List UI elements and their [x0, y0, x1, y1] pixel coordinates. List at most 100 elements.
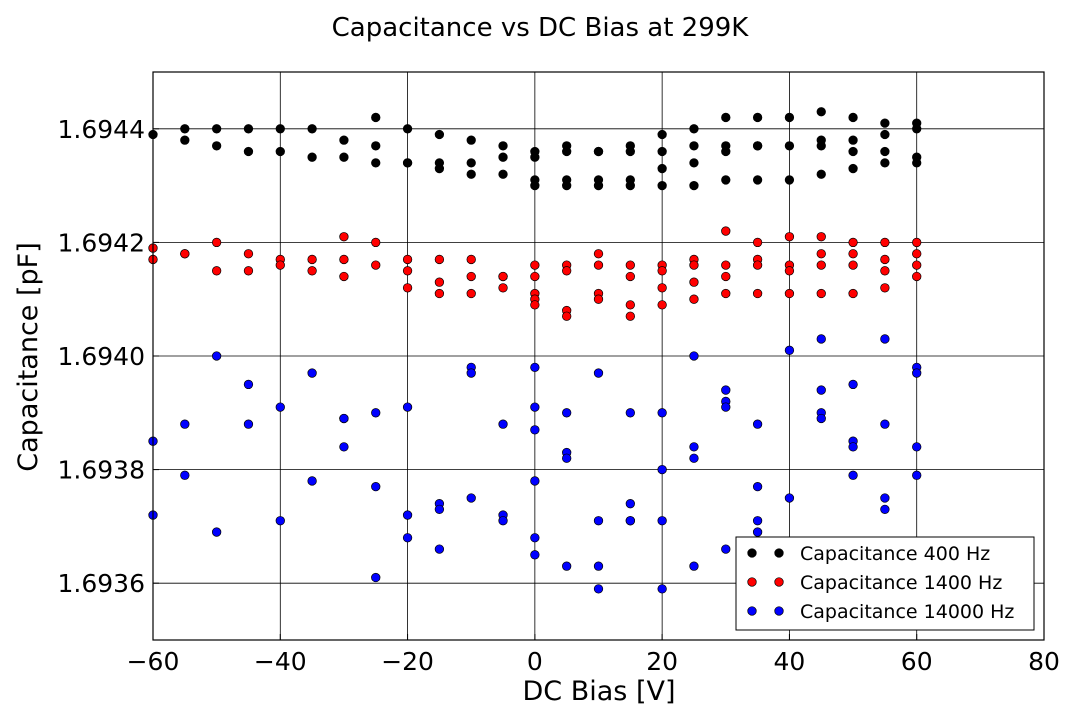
data-point [657, 464, 667, 475]
data-point [275, 260, 285, 270]
data-point [371, 408, 381, 418]
data-point [211, 527, 222, 537]
data-point [530, 402, 540, 412]
data-point [784, 493, 795, 503]
y-tick-label: 1.6940 [58, 342, 145, 371]
x-tick-label: 80 [1028, 647, 1060, 676]
data-point [657, 408, 667, 418]
data-point [275, 146, 285, 157]
data-point [848, 135, 858, 145]
data-point [211, 237, 222, 248]
data-point [625, 311, 635, 321]
data-point [912, 249, 922, 259]
data-point [880, 129, 890, 140]
data-point [880, 493, 890, 503]
data-point [721, 226, 731, 236]
data-point [371, 112, 381, 123]
data-point [180, 124, 190, 134]
legend-marker [747, 606, 757, 616]
data-point [275, 516, 285, 526]
data-point [530, 425, 540, 435]
data-point [816, 288, 826, 299]
data-point [848, 470, 858, 480]
data-point [912, 368, 922, 378]
data-point [689, 277, 699, 287]
data-point [657, 146, 667, 157]
data-point [880, 266, 890, 276]
data-point [912, 442, 922, 452]
legend-marker [774, 606, 784, 616]
data-point [912, 260, 922, 270]
data-point [562, 180, 572, 191]
data-point [530, 300, 540, 310]
data-point [721, 175, 731, 185]
data-point [180, 135, 190, 145]
data-point [752, 516, 763, 526]
data-point [657, 163, 667, 174]
data-point [752, 481, 763, 492]
data-point [402, 254, 413, 265]
y-tick-label: 1.6938 [58, 456, 145, 485]
data-point [721, 271, 731, 282]
data-point [402, 158, 413, 168]
data-point [880, 254, 890, 265]
legend-marker [774, 577, 784, 587]
data-point [593, 516, 604, 526]
x-axis-title: DC Bias [V] [523, 676, 676, 707]
data-point [752, 141, 763, 151]
data-point [339, 413, 349, 424]
data-point [307, 124, 317, 134]
data-point [593, 294, 604, 304]
data-point [880, 146, 890, 157]
data-point [434, 129, 445, 140]
data-point [689, 180, 699, 191]
data-point [625, 146, 635, 157]
data-point [880, 283, 890, 293]
data-point [243, 266, 254, 276]
data-point [243, 249, 254, 259]
data-point [880, 504, 890, 515]
data-point [434, 288, 445, 299]
data-point [912, 124, 922, 134]
data-point [211, 351, 222, 361]
data-point [562, 408, 572, 418]
data-point [721, 146, 731, 157]
data-point [180, 470, 190, 480]
data-point [912, 470, 922, 480]
data-point [912, 237, 922, 248]
data-point [816, 169, 826, 179]
data-point [275, 124, 285, 134]
data-point [371, 158, 381, 168]
data-point [530, 533, 540, 543]
y-tick-label: 1.6942 [58, 228, 145, 257]
data-point [752, 527, 763, 537]
data-point [848, 442, 858, 452]
data-point [625, 271, 635, 282]
data-point [752, 260, 763, 270]
data-point [339, 442, 349, 452]
chart-title: Capacitance vs DC Bias at 299K [332, 13, 750, 43]
data-point [689, 124, 699, 134]
data-point [402, 533, 413, 543]
data-point [752, 112, 763, 123]
data-point [371, 237, 381, 248]
data-point [721, 112, 731, 123]
legend-marker [774, 548, 784, 558]
data-point [466, 135, 476, 145]
data-point [339, 254, 349, 265]
legend-label: Capacitance 1400 Hz [800, 572, 1002, 594]
data-point [784, 141, 795, 151]
data-point [466, 271, 476, 282]
data-point [593, 561, 604, 571]
data-point [689, 453, 699, 463]
data-point [816, 249, 826, 259]
data-point [816, 334, 826, 344]
data-point [689, 141, 699, 151]
data-point [816, 107, 826, 117]
y-tick-label: 1.6944 [58, 115, 145, 144]
data-point [562, 453, 572, 463]
y-tick-label: 1.6936 [58, 569, 145, 598]
legend-label: Capacitance 400 Hz [800, 543, 990, 565]
data-point [466, 493, 476, 503]
